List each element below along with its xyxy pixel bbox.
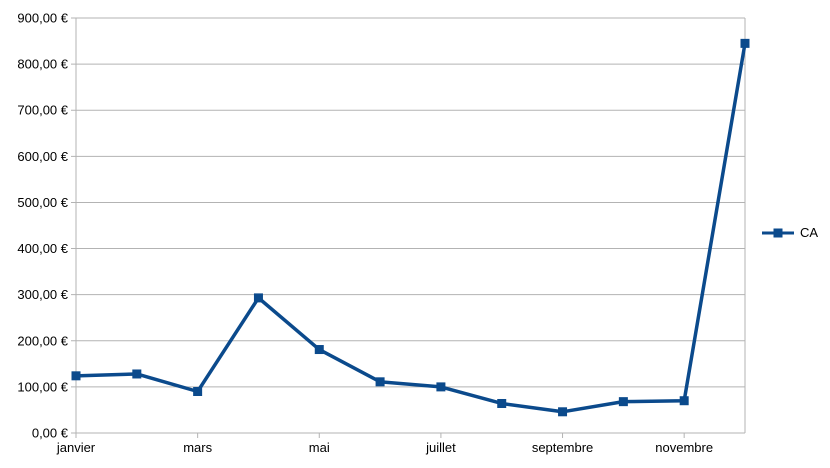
y-axis-tick-label: 100,00 € [17, 379, 68, 394]
x-axis-tick-label: janvier [56, 440, 96, 455]
series-line-ca [75, 43, 747, 414]
data-point-marker [375, 377, 385, 387]
legend-line-marker-icon [762, 228, 794, 238]
data-point-marker [71, 371, 81, 381]
data-point-marker [558, 407, 568, 417]
data-point-marker [253, 293, 263, 303]
data-point-marker [193, 387, 203, 396]
x-axis-tick-label: mai [309, 440, 330, 455]
y-axis-tick-label: 600,00 € [17, 149, 68, 164]
x-axis-tick-label: mars [183, 440, 212, 455]
x-axis-tick-label: juillet [425, 440, 456, 455]
y-axis-tick-label: 900,00 € [17, 11, 68, 26]
data-point-marker [618, 397, 628, 407]
y-axis-tick-label: 300,00 € [17, 287, 68, 302]
data-point-marker [740, 38, 750, 48]
legend-key-marker [773, 228, 783, 238]
data-point-marker [314, 345, 324, 355]
data-point-marker [132, 369, 142, 379]
y-axis-tick-label: 400,00 € [17, 241, 68, 256]
y-axis-tick-label: 0,00 € [32, 426, 69, 441]
x-axis-tick-label: novembre [655, 440, 713, 455]
legend-label: CA [800, 225, 819, 240]
y-axis-tick-label: 800,00 € [17, 57, 68, 72]
data-point-marker [679, 396, 689, 406]
y-axis-tick-label: 700,00 € [17, 103, 68, 118]
y-axis-tick-label: 200,00 € [17, 333, 68, 348]
data-point-marker [497, 398, 507, 408]
data-point-marker [436, 382, 446, 392]
y-axis-tick-label: 500,00 € [17, 195, 68, 210]
chart-legend: CA [762, 224, 818, 242]
x-axis-tick-label: septembre [532, 440, 593, 455]
